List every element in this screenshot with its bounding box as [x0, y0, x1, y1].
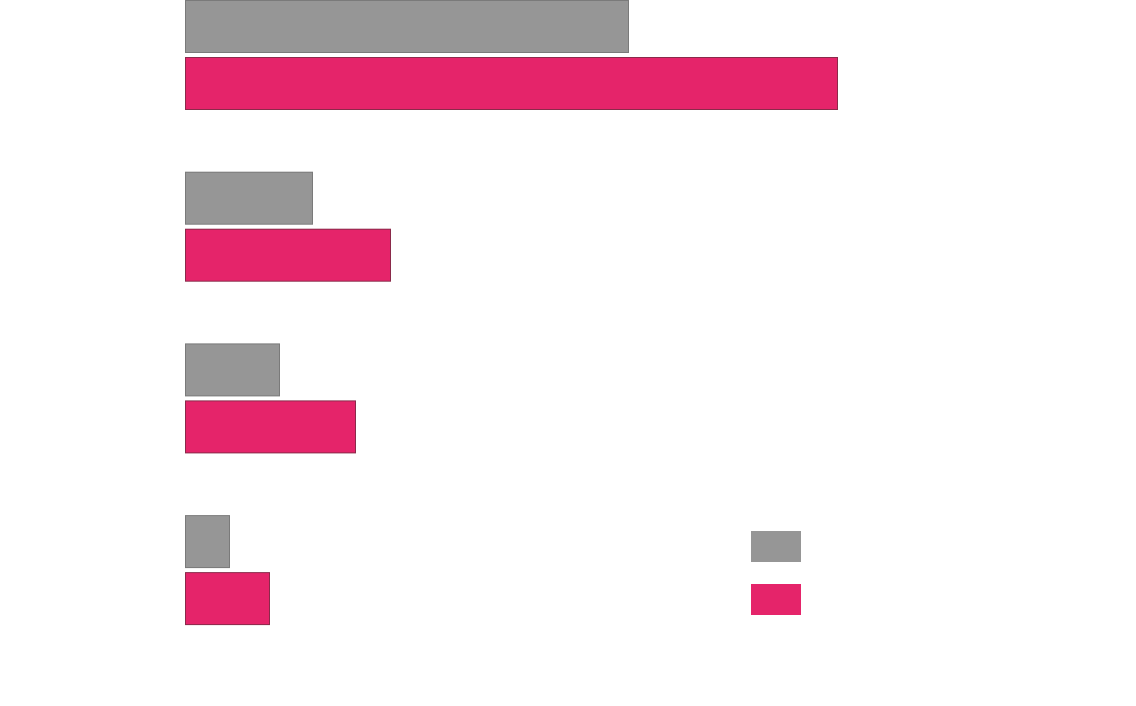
- bar-series-1-category-4: [185, 515, 230, 569]
- bar-series-1-category-3: [185, 343, 280, 397]
- legend-swatch-series-2: [751, 584, 801, 615]
- bar-series-1-category-2: [185, 171, 313, 225]
- bar-series-2-category-2: [185, 228, 391, 282]
- bar-series-1-category-1: [185, 0, 629, 53]
- bar-series-2-category-3: [185, 400, 356, 454]
- bar-series-2-category-4: [185, 572, 270, 626]
- bar-series-2-category-1: [185, 57, 838, 110]
- legend-swatch-series-1: [751, 531, 801, 562]
- bars-group: [185, 0, 838, 626]
- legend: [751, 531, 801, 615]
